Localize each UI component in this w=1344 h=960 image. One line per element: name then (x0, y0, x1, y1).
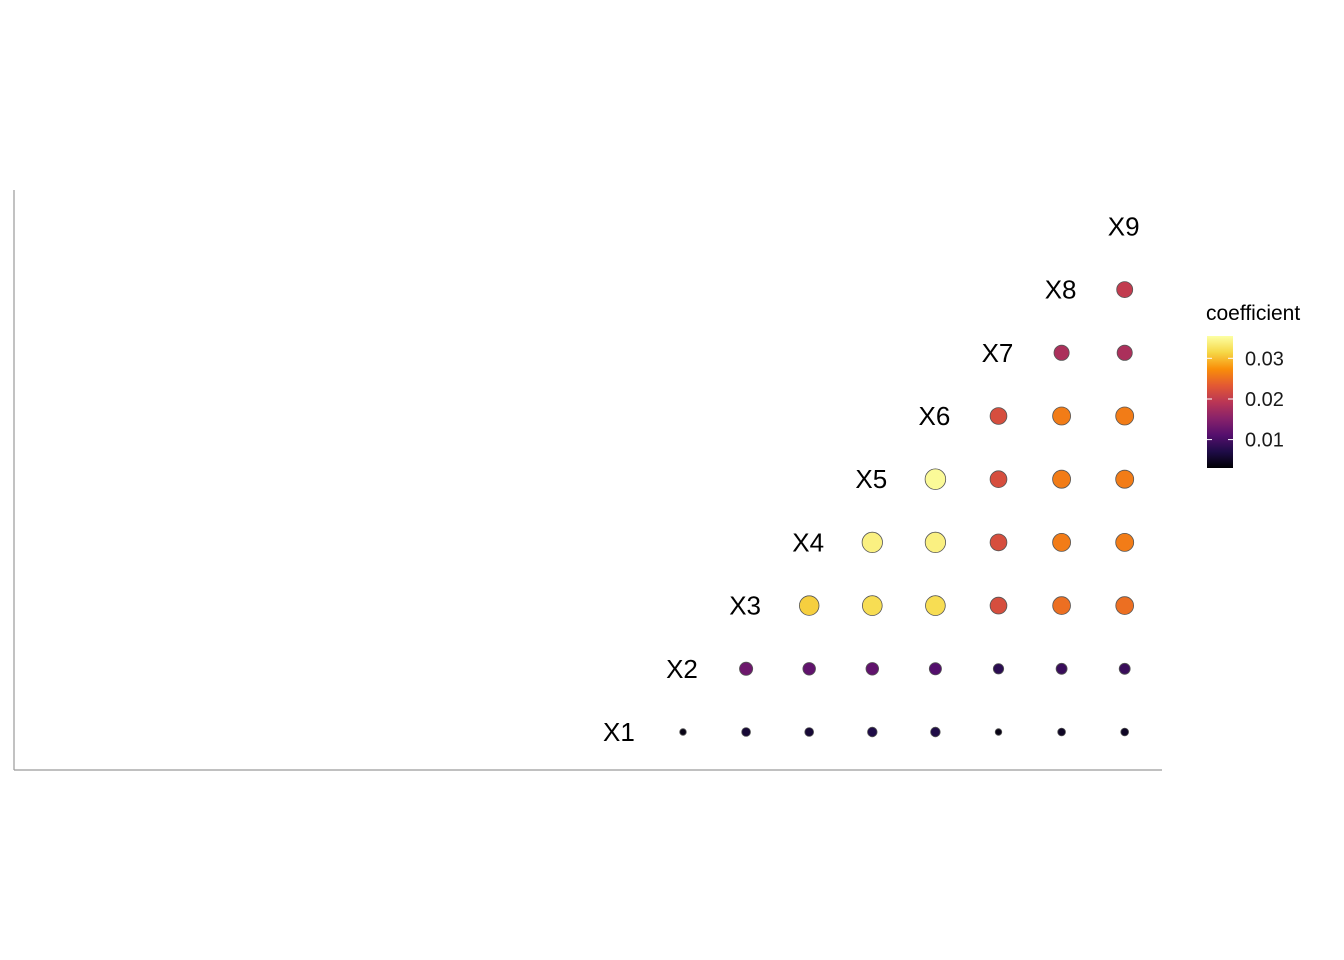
point-x7-x8 (1116, 344, 1133, 361)
point-x1-x5 (930, 726, 941, 738)
legend-colorbar (1207, 336, 1233, 468)
point-x6-x7 (1052, 406, 1071, 426)
point-x2-x3 (802, 662, 816, 676)
variable-label-x2: X2 (666, 654, 698, 684)
variable-label-x4: X4 (792, 527, 824, 557)
variable-label-x3: X3 (729, 591, 761, 621)
point-x4-x6 (989, 533, 1008, 552)
point-x2-x2 (739, 661, 754, 676)
variable-label-x8: X8 (1045, 275, 1077, 305)
point-x1-x2 (741, 727, 751, 737)
point-x2-x6 (992, 663, 1005, 675)
variable-label-x5: X5 (855, 464, 887, 494)
point-x3-x5 (925, 595, 946, 616)
variable-label-x7: X7 (982, 338, 1014, 368)
point-x6-x8 (1115, 406, 1135, 426)
point-x5-x8 (1115, 469, 1135, 489)
point-x7-x7 (1053, 344, 1070, 361)
legend-tick-label: 0.02 (1245, 389, 1284, 411)
point-x1-x1 (679, 728, 687, 736)
plot-axes (13, 190, 1162, 771)
point-x1-x3 (804, 727, 814, 737)
point-x3-x7 (1052, 596, 1071, 615)
point-x2-x8 (1118, 662, 1131, 675)
point-x4-x8 (1115, 533, 1135, 552)
point-x5-x5 (924, 468, 947, 490)
variable-label-x9: X9 (1108, 211, 1140, 241)
point-x1-x8 (1120, 727, 1129, 737)
point-x3-x8 (1115, 596, 1134, 615)
legend-tick-label: 0.01 (1245, 430, 1284, 452)
point-x2-x4 (865, 662, 880, 676)
point-x5-x6 (989, 470, 1008, 489)
coefficient-points (679, 281, 1135, 738)
point-x2-x5 (928, 662, 942, 676)
color-legend: coefficient 0.01 0.02 0.03 (1206, 302, 1300, 468)
legend-title: coefficient (1206, 302, 1300, 325)
point-x1-x7 (1057, 727, 1066, 737)
legend-ticks: 0.01 0.02 0.03 (1207, 348, 1284, 452)
point-x3-x6 (989, 596, 1008, 615)
point-x3-x4 (861, 595, 883, 616)
point-x4-x4 (861, 531, 883, 554)
point-x8-x8 (1116, 281, 1134, 299)
point-x4-x5 (924, 531, 947, 554)
point-x5-x7 (1052, 469, 1071, 489)
point-x6-x6 (989, 407, 1008, 425)
point-x3-x3 (799, 595, 820, 616)
point-x1-x4 (867, 726, 878, 738)
point-x2-x7 (1055, 662, 1068, 675)
point-x1-x6 (994, 728, 1003, 736)
legend-tick-label: 0.03 (1245, 348, 1284, 370)
point-x4-x7 (1052, 533, 1071, 552)
variable-labels: X1 X2 X3 X4 X5 X6 X7 X8 X9 (603, 211, 1140, 747)
variable-label-x6: X6 (919, 401, 951, 431)
variable-label-x1: X1 (603, 717, 635, 747)
